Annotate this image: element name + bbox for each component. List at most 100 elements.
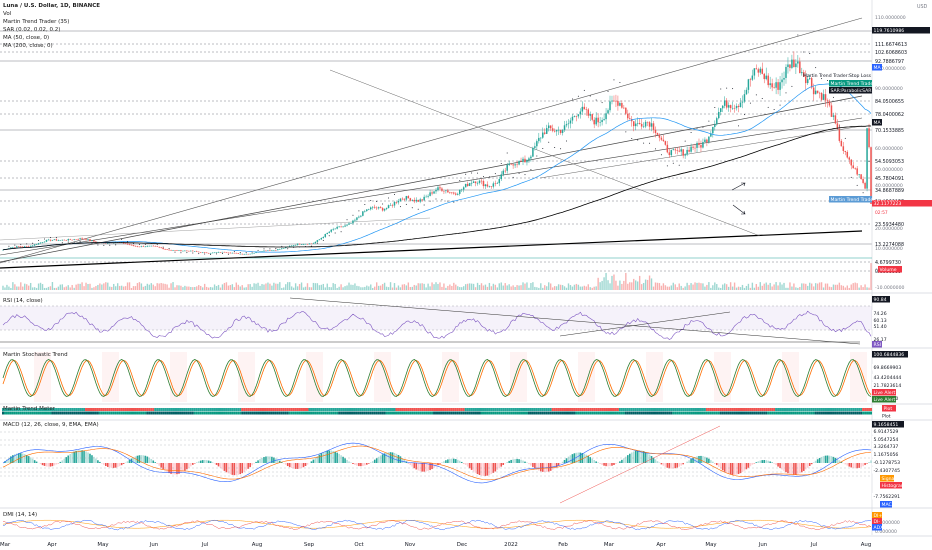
meter-cell-bottom xyxy=(723,411,726,415)
candle-body xyxy=(646,121,649,123)
candle-body xyxy=(324,234,327,237)
candle-body xyxy=(567,123,570,125)
macd-histogram-bar xyxy=(816,459,819,463)
price-axis-tick: 110.0000000 xyxy=(875,15,906,21)
candle-body xyxy=(146,245,149,247)
candle-body xyxy=(710,133,712,137)
volume-bar xyxy=(595,286,597,290)
volume-bar xyxy=(593,286,595,290)
volume-bar xyxy=(237,284,239,290)
macd-histogram-bar xyxy=(470,463,473,470)
macd-histogram-bar xyxy=(810,463,813,465)
meter-cell-top xyxy=(616,408,619,411)
candle-body xyxy=(534,146,536,148)
sar-dot xyxy=(785,92,787,94)
meter-cell-top xyxy=(160,408,163,411)
meter-cell-bottom xyxy=(834,411,837,415)
meter-cell-bottom xyxy=(856,411,859,415)
macd-histogram-bar xyxy=(765,460,768,463)
volume-bar xyxy=(49,286,52,290)
macd-histogram-bar xyxy=(217,463,220,467)
candle-body xyxy=(698,142,700,146)
sar-dot xyxy=(827,79,829,81)
price-axis-tick: 90.0000000 xyxy=(875,86,903,92)
volume-bar xyxy=(427,283,429,290)
dmi-minus-line xyxy=(2,520,872,530)
candle-body xyxy=(199,252,202,253)
candle-body xyxy=(480,180,483,182)
meter-cell-bottom xyxy=(502,411,505,415)
candle-body xyxy=(433,191,435,194)
meter-cell-top xyxy=(640,408,643,411)
volume-bar xyxy=(308,287,311,290)
macd-histogram-bar xyxy=(769,461,771,463)
volume-bar xyxy=(640,284,643,290)
candle-body xyxy=(870,147,872,204)
meter-cell-bottom xyxy=(563,411,566,415)
candle-body xyxy=(132,244,135,246)
macd-histogram-bar xyxy=(33,460,36,463)
candle-body xyxy=(842,146,845,151)
macd-histogram-bar xyxy=(595,461,597,463)
macd-histogram-bar xyxy=(132,457,135,463)
sar-dot xyxy=(494,173,496,175)
candle-body xyxy=(571,116,574,121)
stoch-zone xyxy=(238,352,255,402)
meter-cell-top xyxy=(516,408,519,411)
badge-ma50: MA xyxy=(874,65,882,71)
meter-cell-top xyxy=(164,408,167,411)
volume-bar xyxy=(757,286,759,290)
meter-cell-top xyxy=(567,408,570,411)
macd-histogram-bar xyxy=(186,463,188,470)
candle-body xyxy=(18,246,20,247)
badge-stoch-alert1: Live Alert xyxy=(874,390,896,396)
sar-dot xyxy=(174,251,176,253)
price-level-label: 13.2274088 xyxy=(875,242,904,248)
candle-body xyxy=(549,125,552,129)
meter-cell-bottom xyxy=(385,411,388,415)
meter-cell-top xyxy=(747,408,750,411)
volume-bar xyxy=(350,284,352,290)
meter-cell-top xyxy=(688,408,691,411)
macd-histogram-bar xyxy=(652,457,655,463)
candle-body xyxy=(43,241,46,243)
candle-body xyxy=(563,125,566,131)
macd-histogram-bar xyxy=(682,463,684,465)
candle-body xyxy=(708,136,710,143)
candle-body xyxy=(506,165,508,171)
meter-cell-top xyxy=(612,408,615,411)
stoch-zone xyxy=(714,352,731,402)
macd-histogram-bar xyxy=(160,463,162,468)
volume-bar xyxy=(496,287,498,290)
meter-cell-top xyxy=(525,408,528,411)
meter-cell-top xyxy=(33,408,36,411)
volume-bar xyxy=(259,285,261,290)
candle-body xyxy=(814,90,817,95)
candle-body xyxy=(451,192,453,194)
volume-bar xyxy=(421,283,423,290)
meter-cell-bottom xyxy=(715,411,718,415)
candle-body xyxy=(192,250,194,252)
macd-histogram-bar xyxy=(49,463,52,467)
candle-body xyxy=(368,209,370,210)
candle-body xyxy=(609,101,611,111)
meter-cell-top xyxy=(587,408,590,411)
macd-histogram-bar xyxy=(656,461,659,463)
candle-body xyxy=(69,239,71,240)
macd-histogram-bar xyxy=(393,452,396,463)
macd-histogram-bar xyxy=(458,460,461,463)
meter-cell-bottom xyxy=(120,411,123,415)
meter-cell-top xyxy=(535,408,538,411)
meter-cell-top xyxy=(245,408,248,411)
candle-body xyxy=(154,245,156,247)
volume-bar xyxy=(463,286,465,290)
meter-cell-top xyxy=(25,408,28,411)
meter-cell-top xyxy=(340,408,343,411)
macd-histogram-bar xyxy=(692,457,694,463)
macd-histogram-bar xyxy=(866,463,868,464)
sar-dot xyxy=(726,87,728,89)
volume-bar xyxy=(26,284,28,290)
macd-histogram-bar xyxy=(27,456,30,463)
volume-bar xyxy=(518,285,520,290)
macd-histogram-bar xyxy=(314,457,317,463)
